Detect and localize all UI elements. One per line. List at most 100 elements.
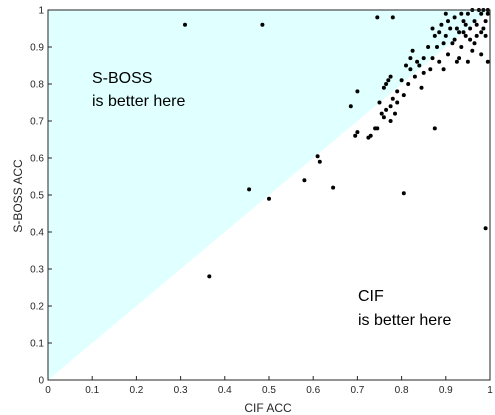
data-point-30 <box>399 78 404 83</box>
data-point-70 <box>485 59 490 64</box>
axis-ticks: 0 0.1 0.2 0.3 0.4 0.5 0.6 0.7 0.8 0.9 1 0 0.1 0.2 0.3 0… <box>30 6 493 397</box>
data-point-38 <box>419 85 424 90</box>
annotation-lower-line2: is better here <box>358 312 451 329</box>
x-tick-label-7: 0.7 <box>350 385 364 396</box>
x-tick-label-6: 0.6 <box>306 385 320 396</box>
data-point-40 <box>426 45 431 49</box>
x-tick-label-3: 0.3 <box>174 385 188 396</box>
data-point-81 <box>437 30 442 35</box>
data-point-84 <box>415 59 420 64</box>
data-point-9 <box>317 159 322 164</box>
data-point-10 <box>331 185 336 190</box>
data-point-58 <box>463 33 468 38</box>
data-point-11 <box>348 104 353 109</box>
data-point-55 <box>457 30 462 35</box>
data-point-6 <box>267 196 271 201</box>
data-point-5 <box>247 187 252 192</box>
data-point-92 <box>483 33 488 38</box>
data-point-95 <box>479 11 484 16</box>
data-point-36 <box>412 74 417 79</box>
data-points <box>183 8 490 279</box>
data-point-87 <box>395 100 400 105</box>
data-point-67 <box>483 19 488 24</box>
data-point-71 <box>479 52 484 57</box>
data-point-69 <box>483 226 488 231</box>
y-axis-label: S-BOSS ACC <box>11 159 25 233</box>
data-point-76 <box>463 22 468 27</box>
data-point-12 <box>353 133 358 138</box>
data-point-80 <box>441 41 446 46</box>
y-tick-label-9: 0.9 <box>30 43 44 54</box>
data-point-57 <box>461 19 466 24</box>
data-point-75 <box>468 37 473 42</box>
y-tick-label-5: 0.5 <box>30 191 44 202</box>
data-point-78 <box>454 26 459 31</box>
data-point-49 <box>443 33 448 38</box>
y-tick-label-8: 0.8 <box>30 80 44 91</box>
data-point-41 <box>428 67 433 72</box>
data-point-88 <box>388 104 393 109</box>
data-point-3 <box>390 15 395 20</box>
data-point-53 <box>452 15 457 20</box>
data-point-28 <box>393 111 397 116</box>
data-point-91 <box>474 33 479 38</box>
y-tick-label-0: 0 <box>38 376 44 387</box>
annotation-upper-line1: S-BOSS <box>92 70 152 87</box>
data-point-0 <box>183 22 187 27</box>
data-point-46 <box>437 59 442 64</box>
data-point-43 <box>432 33 437 38</box>
data-point-7 <box>302 178 307 183</box>
data-point-63 <box>474 22 479 27</box>
data-point-45 <box>435 45 439 49</box>
data-point-34 <box>408 56 413 61</box>
data-point-19 <box>377 100 382 105</box>
data-point-96 <box>443 11 448 16</box>
data-point-94 <box>470 48 475 53</box>
data-point-73 <box>481 26 486 31</box>
data-point-51 <box>448 26 453 31</box>
data-point-23 <box>384 82 389 86</box>
y-tick-label-3: 0.3 <box>30 265 44 276</box>
data-point-20 <box>379 111 384 116</box>
data-point-2 <box>375 15 380 20</box>
y-tick-label-10: 1 <box>38 6 44 17</box>
data-point-97 <box>452 37 457 42</box>
x-tick-label-0: 0 <box>45 385 51 396</box>
data-point-50 <box>446 52 450 57</box>
data-point-90 <box>465 59 470 64</box>
data-point-85 <box>408 67 413 72</box>
data-point-47 <box>439 22 444 27</box>
annotation-lower-line1: CIF <box>358 288 384 305</box>
y-tick-label-4: 0.4 <box>30 228 44 239</box>
data-point-37 <box>417 63 422 68</box>
data-point-82 <box>430 26 435 31</box>
annotation-upper-line2: is better here <box>92 93 185 110</box>
data-point-24 <box>386 78 391 83</box>
data-point-35 <box>410 48 415 53</box>
data-point-42 <box>430 56 435 61</box>
data-point-86 <box>401 93 406 98</box>
data-point-25 <box>388 119 393 123</box>
data-point-26 <box>388 74 393 79</box>
data-point-83 <box>421 70 426 75</box>
data-point-27 <box>390 96 395 101</box>
data-point-79 <box>446 19 450 24</box>
y-tick-label-1: 0.1 <box>30 339 44 350</box>
x-tick-label-1: 0.1 <box>85 385 99 396</box>
x-tick-label-2: 0.2 <box>129 385 143 396</box>
data-point-93 <box>457 56 462 61</box>
data-point-54 <box>454 59 459 64</box>
y-tick-label-6: 0.6 <box>30 154 44 165</box>
data-point-16 <box>368 133 373 138</box>
data-point-18 <box>375 126 380 131</box>
y-tick-label-2: 0.2 <box>30 302 44 313</box>
data-point-65 <box>479 30 484 35</box>
data-point-59 <box>465 11 470 16</box>
data-point-72 <box>485 11 490 16</box>
x-tick-label-10: 1 <box>487 385 493 396</box>
data-point-74 <box>472 19 477 24</box>
data-point-22 <box>384 107 389 112</box>
data-point-48 <box>441 67 446 72</box>
data-point-77 <box>459 11 464 16</box>
